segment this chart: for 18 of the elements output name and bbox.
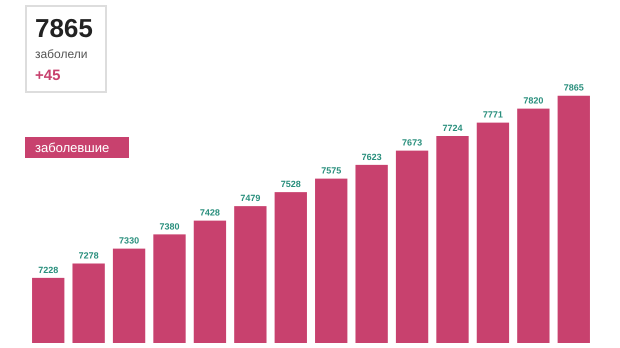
data-label: 7865	[564, 82, 584, 93]
data-label: 7724	[442, 123, 463, 134]
data-label: 7575	[321, 166, 342, 176]
data-label: 7771	[482, 110, 503, 120]
data-label: 7428	[200, 208, 220, 218]
data-label: 7623	[362, 152, 382, 162]
data-label: 7673	[402, 138, 422, 148]
data-label: 7330	[119, 236, 140, 246]
data-label: 7380	[159, 221, 180, 232]
data-label: 7528	[280, 179, 301, 190]
data-label: 7278	[78, 250, 99, 261]
text: заболели	[35, 47, 88, 61]
data-label: 7228	[38, 264, 58, 275]
data-label: 7820	[523, 96, 544, 106]
text: +45	[35, 67, 62, 84]
text: 7865	[35, 13, 94, 43]
text: заболевшие	[25, 137, 130, 158]
data-label: 7479	[240, 193, 260, 204]
